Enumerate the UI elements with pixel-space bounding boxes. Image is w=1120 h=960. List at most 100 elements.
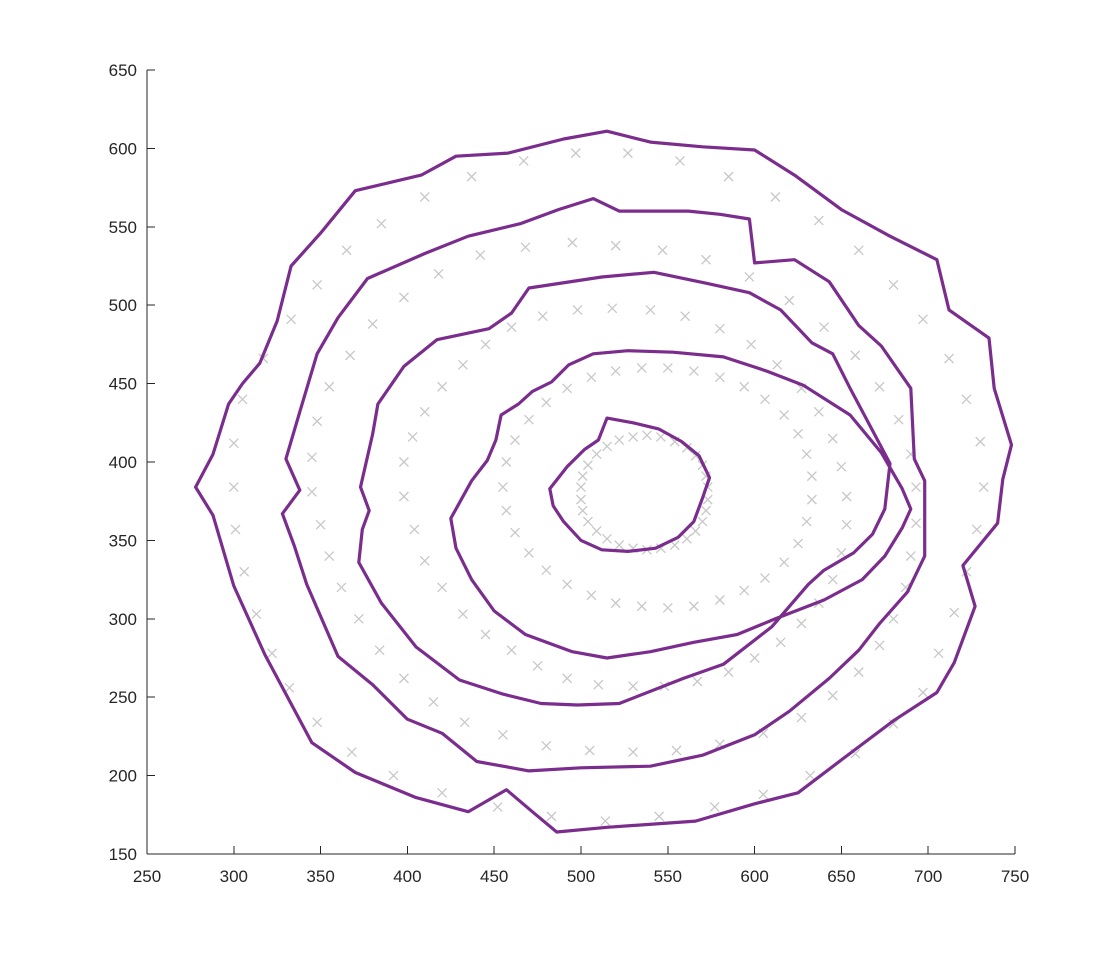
x-marker (437, 582, 448, 593)
x-marker (628, 681, 639, 692)
x-marker (374, 645, 385, 656)
x-marker (688, 366, 699, 377)
x-tick-label: 750 (1001, 867, 1029, 886)
x-marker (480, 629, 491, 640)
x-tick-label: 650 (827, 867, 855, 886)
x-marker (806, 471, 817, 482)
x-marker (582, 460, 593, 471)
y-tick-label: 550 (109, 218, 137, 237)
x-marker (510, 527, 520, 538)
x-marker (760, 573, 770, 583)
x-marker (582, 516, 593, 527)
x-marker (746, 339, 757, 350)
x-marker (409, 524, 420, 535)
marker-ring-4 (497, 362, 817, 613)
x-marker (949, 607, 960, 618)
x-marker (457, 609, 468, 620)
plot-area (194, 129, 1014, 834)
x-marker (714, 323, 725, 334)
x-marker (532, 660, 543, 671)
x-marker (610, 240, 621, 251)
x-marker (267, 648, 277, 659)
x-marker (760, 394, 770, 405)
x-tick-label: 600 (740, 867, 768, 886)
x-marker (819, 322, 829, 333)
x-marker (827, 690, 838, 701)
x-marker (801, 516, 812, 527)
x-marker (324, 381, 335, 392)
x-marker (237, 394, 248, 405)
contour-line-2 (280, 197, 927, 773)
x-marker (655, 431, 666, 442)
x-marker (367, 319, 378, 329)
x-marker (841, 519, 852, 530)
x-marker (537, 311, 548, 322)
x-marker (701, 254, 711, 265)
marker-ring-1 (228, 148, 989, 827)
x-marker (827, 433, 838, 444)
x-marker (518, 155, 529, 166)
x-marker (284, 682, 295, 693)
x-marker (520, 242, 531, 253)
x-marker (628, 431, 639, 442)
x-marker (888, 718, 899, 729)
x-marker (779, 557, 790, 568)
x-marker (433, 268, 444, 279)
x-marker (541, 565, 552, 576)
y-tick-label: 150 (109, 845, 137, 864)
x-marker (376, 218, 387, 229)
marker-ring-3 (398, 303, 852, 692)
y-tick-label: 200 (109, 767, 137, 786)
x-marker (827, 574, 838, 585)
x-marker (584, 745, 595, 756)
x-marker (697, 516, 708, 527)
x-marker (572, 304, 583, 315)
x-marker (806, 494, 817, 505)
x-marker (784, 295, 795, 306)
x-marker (315, 519, 326, 530)
x-marker (457, 359, 468, 370)
x-tick-label: 450 (480, 867, 508, 886)
x-marker (230, 524, 241, 535)
y-tick-label: 600 (109, 139, 137, 158)
x-marker (813, 406, 824, 417)
x-marker (475, 250, 486, 260)
x-marker (841, 491, 852, 502)
x-marker (577, 505, 588, 516)
x-marker (610, 366, 621, 377)
contour-line-4 (449, 349, 913, 660)
x-marker (680, 311, 691, 322)
x-marker (978, 482, 989, 493)
x-tick-label: 400 (393, 867, 421, 886)
x-marker (577, 471, 588, 482)
x-marker (671, 745, 682, 756)
x-marker (286, 314, 297, 325)
x-marker (975, 436, 986, 447)
x-marker (793, 428, 803, 439)
x-marker (657, 245, 668, 256)
x-marker (398, 292, 409, 303)
x-marker (850, 350, 861, 361)
x-marker (893, 414, 904, 425)
x-marker (437, 381, 448, 392)
x-marker (228, 482, 239, 493)
x-marker (911, 482, 922, 493)
x-marker (714, 595, 725, 605)
x-marker (636, 601, 647, 612)
x-marker (607, 303, 618, 314)
x-marker (419, 192, 430, 202)
x-marker (353, 613, 364, 624)
x-marker (690, 526, 701, 536)
x-marker (312, 279, 323, 290)
x-marker (610, 598, 621, 609)
x-marker (419, 555, 430, 566)
x-marker (428, 696, 439, 707)
x-marker (541, 740, 552, 751)
x-marker (492, 802, 503, 812)
x-marker (662, 602, 673, 613)
x-tick-label: 550 (654, 867, 682, 886)
x-marker (971, 524, 982, 535)
x-marker (567, 237, 578, 248)
x-marker (688, 601, 699, 612)
